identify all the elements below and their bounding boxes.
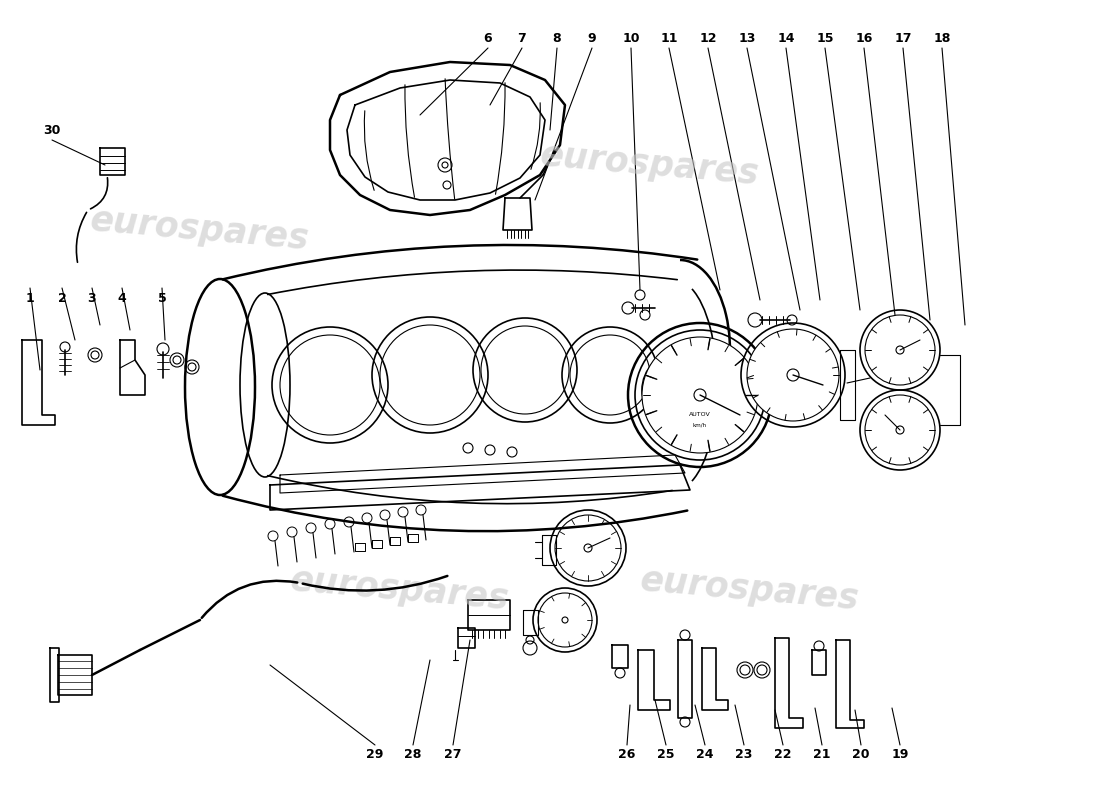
Text: AUTOV: AUTOV: [689, 413, 711, 418]
Text: 1: 1: [25, 291, 34, 305]
Text: km/h: km/h: [693, 422, 707, 427]
Text: 14: 14: [778, 31, 794, 45]
Text: 6: 6: [484, 31, 493, 45]
Text: 20: 20: [852, 749, 870, 762]
Text: eurospares: eurospares: [639, 563, 861, 617]
Text: 3: 3: [88, 291, 97, 305]
Circle shape: [865, 395, 935, 465]
Text: 23: 23: [735, 749, 752, 762]
Text: 7: 7: [518, 31, 527, 45]
Text: 21: 21: [813, 749, 830, 762]
Text: 8: 8: [552, 31, 561, 45]
Text: eurospares: eurospares: [539, 138, 761, 191]
Text: 10: 10: [623, 31, 640, 45]
Text: eurospares: eurospares: [289, 563, 510, 617]
Text: 29: 29: [366, 749, 384, 762]
Text: 30: 30: [43, 123, 60, 137]
Text: 22: 22: [774, 749, 792, 762]
Text: eurospares: eurospares: [89, 203, 311, 257]
Circle shape: [786, 369, 799, 381]
Text: 15: 15: [816, 31, 834, 45]
Text: 26: 26: [618, 749, 636, 762]
Circle shape: [642, 337, 758, 453]
Circle shape: [694, 389, 706, 401]
Circle shape: [865, 315, 935, 385]
Text: 13: 13: [738, 31, 756, 45]
Text: 2: 2: [57, 291, 66, 305]
Text: 4: 4: [118, 291, 127, 305]
Text: 16: 16: [856, 31, 872, 45]
Circle shape: [556, 515, 622, 581]
Circle shape: [747, 329, 839, 421]
Text: 12: 12: [700, 31, 717, 45]
Circle shape: [896, 426, 904, 434]
Text: 17: 17: [894, 31, 912, 45]
Text: 5: 5: [157, 291, 166, 305]
Circle shape: [896, 346, 904, 354]
Text: 27: 27: [444, 749, 462, 762]
Text: 18: 18: [933, 31, 950, 45]
Text: 9: 9: [587, 31, 596, 45]
Circle shape: [538, 593, 592, 647]
Text: 11: 11: [660, 31, 678, 45]
Text: 25: 25: [658, 749, 674, 762]
Text: 24: 24: [696, 749, 714, 762]
Text: 19: 19: [891, 749, 909, 762]
Text: 28: 28: [405, 749, 421, 762]
